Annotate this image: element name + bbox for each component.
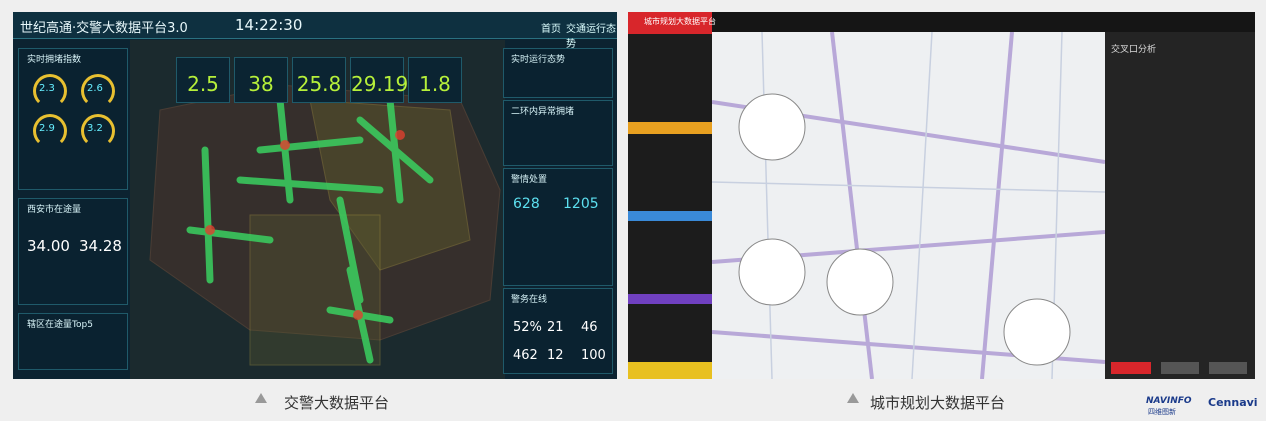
section-title: 警务在线 — [511, 295, 548, 305]
panel — [18, 48, 128, 190]
top-bar — [628, 12, 1255, 32]
section-title: 西安市在途量 — [27, 205, 82, 215]
logo-navinfo-cn: 四维图新 — [1148, 408, 1176, 416]
gauge — [33, 74, 67, 108]
gauge-value: 2.3 — [39, 83, 55, 94]
sidebar-group[interactable] — [628, 211, 712, 221]
police-value: 46 — [581, 320, 598, 335]
header-bar — [13, 12, 617, 39]
sidebar-group[interactable] — [628, 122, 712, 134]
nav-page[interactable]: 交通运行态势 — [566, 24, 616, 50]
section-title: 实时拥堵指数 — [27, 55, 82, 65]
police-value: 100 — [581, 348, 606, 363]
kpi-value: 1.8 — [408, 57, 462, 103]
panel — [503, 100, 613, 166]
kpi-value: 2.5 — [176, 57, 230, 103]
sidebar-group[interactable] — [628, 294, 712, 304]
section-title: 二环内异常拥堵 — [511, 107, 575, 117]
panel — [503, 48, 613, 98]
panel-title: 交叉口分析 — [1111, 45, 1157, 55]
nav-home[interactable]: 首页 — [541, 24, 561, 35]
logo-navinfo: NAVINFO — [1146, 396, 1192, 406]
gauge-value: 2.6 — [87, 83, 103, 94]
caption-icon — [847, 393, 859, 403]
alarm-value: 1205 — [563, 196, 599, 212]
volume-value: 34.00 — [27, 237, 70, 255]
right-caption: 城市规划大数据平台 — [870, 394, 1006, 412]
police-value: 462 — [513, 348, 538, 363]
section-title: 辖区在途量Top5 — [27, 320, 93, 330]
police-value: 52% — [513, 320, 542, 335]
alarm-value: 628 — [513, 196, 540, 212]
platform-title: 城市规划大数据平台 — [644, 17, 716, 26]
kpi-value: 29.19 — [350, 57, 408, 103]
panel — [503, 288, 613, 374]
gauge-value: 2.9 — [39, 123, 55, 134]
planning-platform: 城市规划大数据平台 交叉口分析 — [628, 12, 1255, 379]
kpi-value: 38 — [234, 57, 288, 103]
gauge — [81, 114, 115, 148]
sidebar — [628, 34, 712, 379]
sidebar-button[interactable] — [628, 362, 712, 379]
logo-block — [628, 12, 712, 34]
panel — [503, 168, 613, 286]
panel — [18, 313, 128, 370]
clock: 14:22:30 — [235, 16, 303, 34]
export-button[interactable] — [1209, 362, 1247, 374]
section-title: 实时运行态势 — [511, 55, 566, 65]
panel — [18, 198, 128, 305]
section-title: 警情处置 — [511, 175, 548, 185]
gauge — [81, 74, 115, 108]
kpi-value: 25.8 — [292, 57, 346, 103]
city-map — [712, 32, 1105, 379]
reset-button[interactable] — [1161, 362, 1199, 374]
police-value: 21 — [547, 320, 564, 335]
gauge — [33, 114, 67, 148]
gauge-value: 3.2 — [87, 123, 103, 134]
traffic-dashboard: 世纪高通·交警大数据平台3.0 14:22:30 首页 交通运行态势 2.5 38… — [13, 12, 617, 379]
left-caption: 交警大数据平台 — [284, 394, 390, 412]
volume-value: 34.28 — [79, 237, 122, 255]
dashboard-title: 世纪高通·交警大数据平台3.0 — [20, 21, 188, 36]
logo-cennavi: Cennavi — [1208, 396, 1258, 409]
confirm-button[interactable] — [1111, 362, 1151, 374]
analysis-panel: 交叉口分析 — [1105, 32, 1255, 379]
police-value: 12 — [547, 348, 564, 363]
caption-icon — [255, 393, 267, 403]
